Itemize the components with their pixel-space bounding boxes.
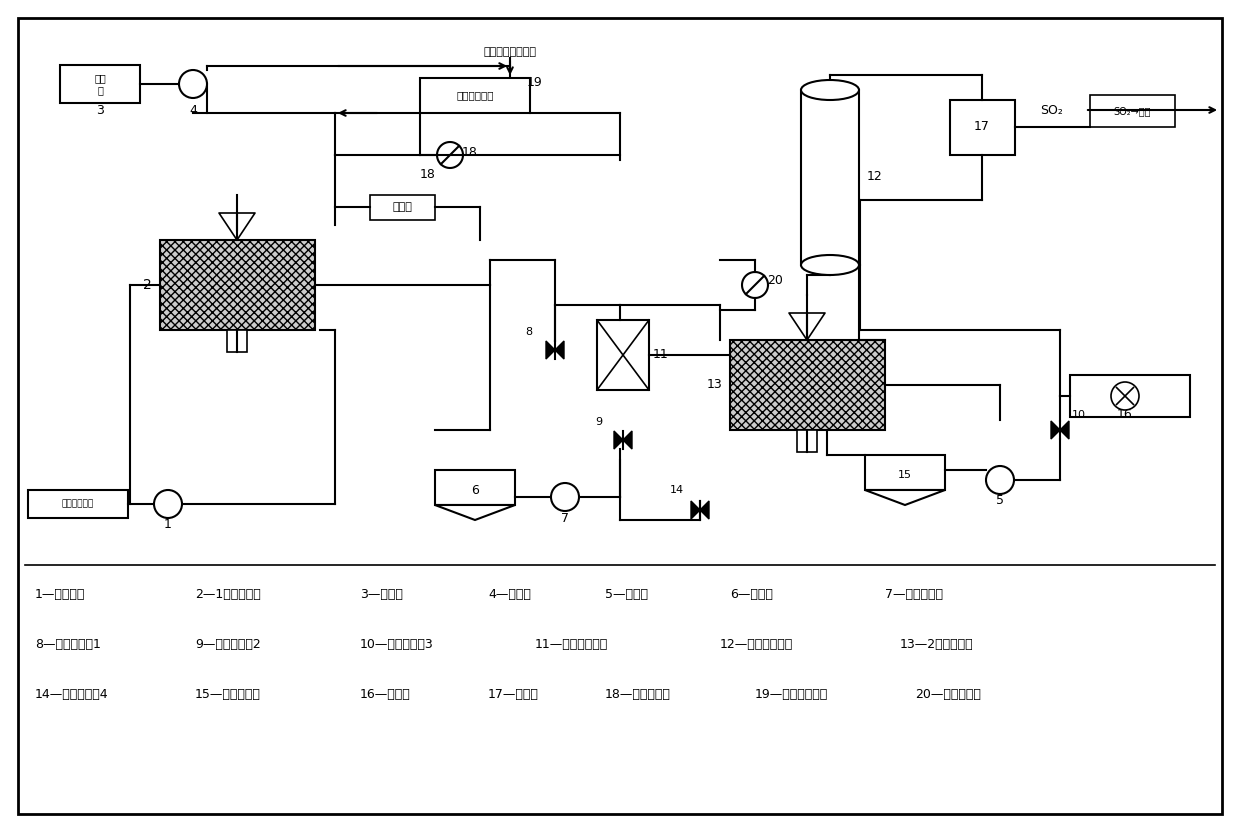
Text: 6: 6: [471, 483, 479, 497]
Text: 工业尾气入口: 工业尾气入口: [62, 499, 94, 508]
Bar: [596, 320, 649, 390]
Bar: [801, 90, 859, 265]
Text: 贫液净化系统: 贫液净化系统: [456, 90, 494, 100]
Text: 9—流量调节镀2: 9—流量调节镀2: [195, 638, 260, 651]
Text: 3: 3: [95, 103, 104, 116]
Text: 11: 11: [653, 349, 668, 361]
Text: SO₂→废气: SO₂→废气: [1114, 106, 1151, 116]
Polygon shape: [614, 431, 632, 449]
Circle shape: [986, 466, 1014, 494]
Text: 12: 12: [867, 171, 883, 184]
Text: 6—富液罐: 6—富液罐: [730, 588, 773, 602]
Circle shape: [551, 483, 579, 511]
Text: 16—再沸器: 16—再沸器: [360, 689, 410, 701]
Text: 7—富液输送泵: 7—富液输送泵: [885, 588, 942, 602]
Text: 2—1号超重力机: 2—1号超重力机: [195, 588, 260, 602]
Text: 9: 9: [595, 417, 603, 427]
Text: 19: 19: [527, 76, 543, 88]
Text: 4: 4: [188, 103, 197, 116]
Text: SO₂: SO₂: [1040, 103, 1063, 116]
Polygon shape: [866, 490, 945, 505]
Text: 12—热量回收装置: 12—热量回收装置: [720, 638, 794, 651]
Text: 15: 15: [898, 470, 911, 480]
Text: 16: 16: [1117, 408, 1133, 420]
Text: 14—流量调节镀4: 14—流量调节镀4: [35, 689, 109, 701]
Bar: [435, 470, 515, 505]
Circle shape: [154, 490, 182, 518]
Text: 19—败液净化系统: 19—败液净化系统: [755, 689, 828, 701]
Text: 18: 18: [420, 169, 436, 181]
Text: 14: 14: [670, 485, 684, 495]
Text: 8: 8: [525, 327, 532, 337]
Polygon shape: [435, 505, 515, 520]
Text: 1: 1: [164, 518, 172, 532]
Polygon shape: [546, 341, 564, 359]
Bar: [1070, 375, 1190, 417]
Text: 7: 7: [560, 512, 569, 524]
Text: 20—富液加热器: 20—富液加热器: [915, 689, 981, 701]
Text: 17—冷凝器: 17—冷凝器: [489, 689, 539, 701]
Text: 补液
罐: 补液 罐: [94, 73, 105, 95]
Circle shape: [179, 70, 207, 98]
Bar: [420, 78, 529, 113]
Ellipse shape: [801, 255, 859, 275]
Bar: [227, 330, 247, 352]
Polygon shape: [1052, 421, 1069, 439]
Text: 8—流量调节镀1: 8—流量调节镀1: [35, 638, 100, 651]
Bar: [950, 100, 1016, 155]
Text: 5—采出泵: 5—采出泵: [605, 588, 649, 602]
Text: 20: 20: [768, 274, 782, 286]
Text: 18—败液冷却器: 18—败液冷却器: [605, 689, 671, 701]
Text: 贫富液天机平衡管: 贫富液天机平衡管: [484, 47, 537, 57]
Text: 10—流量调节镀3: 10—流量调节镀3: [360, 638, 434, 651]
Circle shape: [1111, 382, 1140, 410]
Text: 2: 2: [144, 278, 153, 292]
Bar: [370, 195, 435, 220]
Text: 10: 10: [1073, 410, 1086, 420]
Text: 1—增压风机: 1—增压风机: [35, 588, 86, 602]
Text: 4—补液泵: 4—补液泵: [489, 588, 531, 602]
Text: 13: 13: [707, 379, 722, 392]
Text: 5: 5: [996, 493, 1004, 507]
Text: 18: 18: [463, 146, 477, 160]
Text: 3—补液罐: 3—补液罐: [360, 588, 403, 602]
Text: 11—贫富液换热器: 11—贫富液换热器: [534, 638, 609, 651]
Text: 净化气: 净化气: [392, 202, 412, 212]
Ellipse shape: [801, 80, 859, 100]
Bar: [29, 490, 128, 518]
Text: 17: 17: [975, 121, 990, 133]
Bar: [730, 340, 885, 430]
Bar: [160, 240, 315, 330]
Polygon shape: [691, 501, 709, 519]
Text: 13—2号超重力机: 13—2号超重力机: [900, 638, 973, 651]
Bar: [797, 430, 817, 452]
Bar: [60, 65, 140, 103]
Text: 15—液体缓冲罐: 15—液体缓冲罐: [195, 689, 260, 701]
Bar: [866, 455, 945, 490]
Bar: [1090, 95, 1176, 127]
